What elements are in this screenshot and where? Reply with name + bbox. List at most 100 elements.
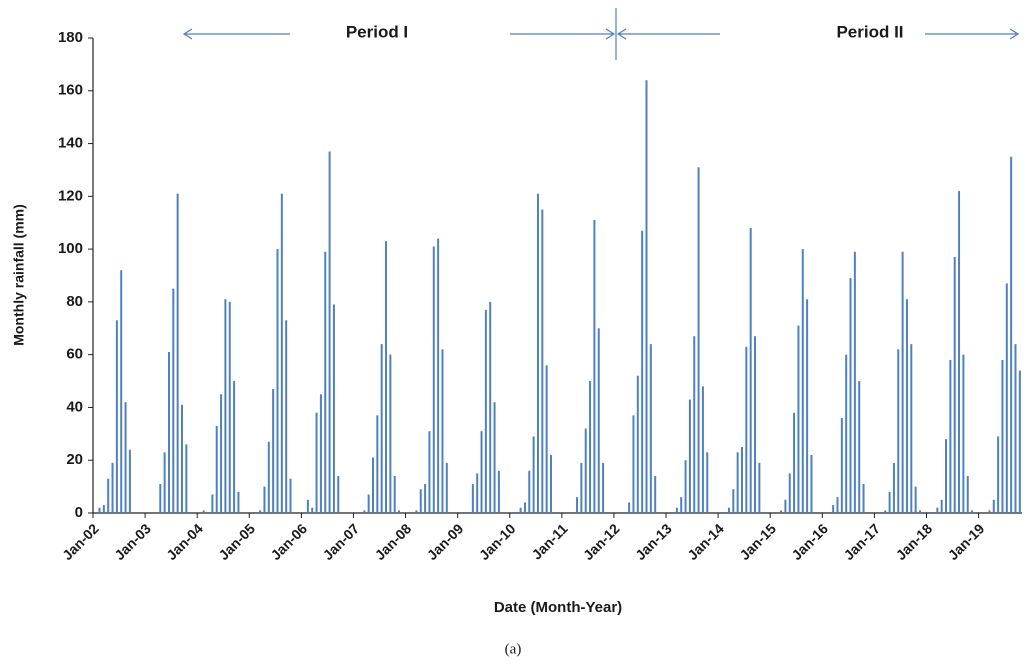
bar xyxy=(285,320,288,513)
bar xyxy=(849,278,852,513)
x-tick-label: Jan-04 xyxy=(163,520,206,563)
bar xyxy=(311,507,314,513)
bar xyxy=(363,510,366,513)
bar xyxy=(259,510,262,513)
bar xyxy=(901,251,904,513)
bar xyxy=(914,486,917,513)
bar xyxy=(701,386,704,513)
bar xyxy=(180,404,183,513)
bar xyxy=(202,510,205,513)
bar xyxy=(740,447,743,513)
bar xyxy=(888,491,891,513)
bar xyxy=(680,497,683,513)
bar xyxy=(367,494,370,513)
x-tick-label: Jan-03 xyxy=(111,520,154,563)
x-tick-label: Jan-17 xyxy=(840,520,883,563)
bar xyxy=(962,354,965,513)
bar xyxy=(784,499,787,513)
bar xyxy=(693,336,696,513)
arrow xyxy=(925,28,1020,40)
bar xyxy=(415,510,418,513)
bar xyxy=(536,193,539,513)
bar xyxy=(649,344,652,513)
y-tick-label: 0 xyxy=(75,504,83,521)
bar xyxy=(128,449,131,513)
bar xyxy=(176,193,179,513)
bar xyxy=(107,478,110,513)
bar xyxy=(897,349,900,513)
bar xyxy=(380,344,383,513)
x-tick-label: Jan-02 xyxy=(59,520,102,563)
bar xyxy=(172,288,175,513)
bar xyxy=(971,510,974,513)
bar xyxy=(102,505,105,513)
bar xyxy=(593,220,596,514)
bar xyxy=(936,507,939,513)
bar xyxy=(519,507,522,513)
bar xyxy=(1018,370,1021,513)
bar xyxy=(471,483,474,513)
x-tick-label: Jan-14 xyxy=(684,520,727,563)
bar xyxy=(319,394,322,513)
bar xyxy=(328,151,331,513)
caption: (a) xyxy=(505,641,522,657)
bar xyxy=(992,499,995,513)
bar xyxy=(853,251,856,513)
bar xyxy=(801,249,804,513)
bar xyxy=(315,412,318,513)
arrow xyxy=(510,28,616,40)
bar xyxy=(267,441,270,513)
bar xyxy=(958,191,961,514)
bar xyxy=(918,510,921,513)
bar xyxy=(159,483,162,513)
bar xyxy=(684,460,687,513)
bar xyxy=(688,399,691,513)
bar xyxy=(645,80,648,513)
bar xyxy=(628,502,631,513)
x-tick-label: Jan-13 xyxy=(632,520,675,563)
bar xyxy=(584,428,587,513)
bar xyxy=(324,251,327,513)
bar xyxy=(675,507,678,513)
bar xyxy=(432,246,435,513)
bar xyxy=(272,388,275,513)
bar xyxy=(337,476,340,513)
bar xyxy=(884,510,887,513)
bar xyxy=(727,507,730,513)
y-tick-label: 20 xyxy=(66,451,83,468)
bar xyxy=(480,431,483,513)
bar xyxy=(163,452,166,513)
y-tick-label: 40 xyxy=(66,398,83,415)
bar xyxy=(220,394,223,513)
bar xyxy=(280,193,283,513)
y-tick-label: 80 xyxy=(66,293,83,310)
bar xyxy=(445,462,448,513)
bar xyxy=(523,502,526,513)
annotation: Period II xyxy=(836,22,903,41)
y-axis-label: Monthly rainfall (mm) xyxy=(11,204,27,346)
bar xyxy=(484,309,487,513)
bar xyxy=(654,476,657,513)
bar xyxy=(597,328,600,513)
x-axis-label: Date (Month-Year) xyxy=(494,599,622,616)
x-tick-label: Jan-19 xyxy=(945,520,988,563)
bar xyxy=(545,365,548,513)
bar xyxy=(306,499,309,513)
x-tick-label: Jan-08 xyxy=(372,520,415,563)
bar xyxy=(840,418,843,513)
bar xyxy=(736,452,739,513)
bar xyxy=(428,431,431,513)
bar xyxy=(393,476,396,513)
bar xyxy=(1010,156,1013,513)
x-tick-label: Jan-11 xyxy=(528,520,570,562)
bar xyxy=(892,462,895,513)
y-tick-label: 180 xyxy=(58,29,83,46)
bar xyxy=(441,349,444,513)
bar xyxy=(124,402,127,513)
bar xyxy=(797,325,800,513)
bar xyxy=(949,359,952,513)
bar xyxy=(424,483,427,513)
bar xyxy=(489,301,492,513)
y-tick-label: 60 xyxy=(66,346,83,363)
